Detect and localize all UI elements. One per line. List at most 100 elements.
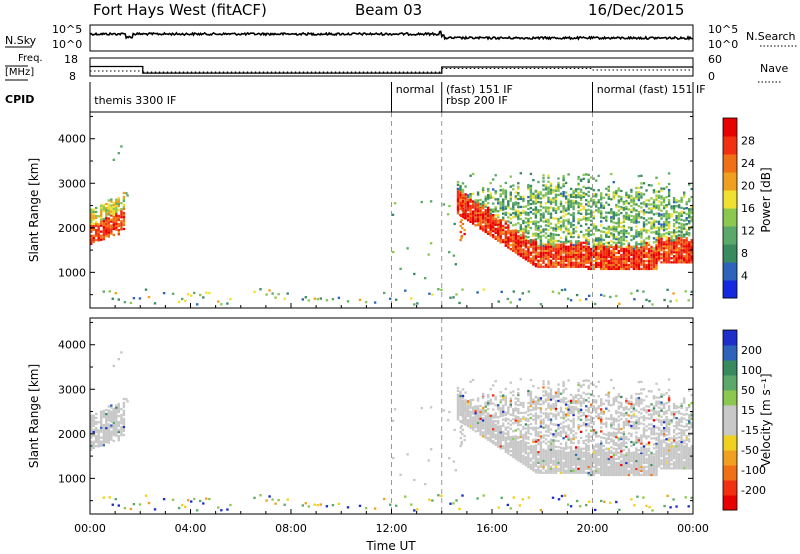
velocity-cell [492, 432, 495, 435]
power-cell [462, 196, 465, 200]
power-cell [100, 214, 103, 217]
nsky-tick-top: 10^5 [52, 23, 82, 36]
power-cell [466, 204, 470, 208]
velocity-cell [577, 418, 580, 421]
power-cell [688, 257, 691, 260]
power-cell [92, 236, 95, 239]
velocity-cell [547, 459, 550, 462]
velocity-cell [637, 471, 641, 475]
power-cell [492, 222, 495, 225]
power-cell [597, 209, 600, 212]
velocity-cell [489, 398, 492, 401]
velocity-cell [579, 404, 583, 407]
power-cell [559, 194, 563, 197]
power-cell [564, 229, 568, 232]
power-cell [534, 255, 538, 258]
velocity-cell [507, 412, 510, 415]
velocity-cell [640, 392, 643, 395]
velocity-cell [655, 455, 658, 459]
power-cell [471, 202, 475, 205]
velocity-cell [481, 408, 485, 412]
velocity-cell [120, 432, 123, 435]
power-cell [549, 222, 553, 225]
power-cell [529, 184, 533, 188]
power-cell [562, 263, 565, 266]
power-cell [484, 210, 487, 214]
power-cell [325, 299, 329, 302]
power-cell [102, 205, 105, 209]
power-cell [615, 230, 618, 233]
power-cell [117, 208, 120, 212]
power-cell [569, 213, 573, 217]
power-cell [572, 265, 575, 268]
velocity-cell [115, 420, 118, 423]
power-cell [612, 241, 615, 244]
power-cell [657, 220, 661, 223]
power-cell [527, 218, 530, 221]
velocity-cell [602, 459, 605, 463]
power-cell [527, 222, 530, 225]
power-cell [582, 255, 585, 258]
power-cell [440, 288, 443, 291]
power-cell [655, 238, 658, 241]
power-cell [652, 225, 656, 228]
velocity-cell [512, 453, 515, 456]
velocity-cell [456, 398, 460, 401]
velocity-cell [529, 447, 533, 450]
velocity-cell [494, 416, 497, 419]
power-cell [655, 236, 658, 239]
power-cell [454, 263, 457, 266]
velocity-cell [497, 437, 500, 440]
velocity-cell [620, 471, 623, 475]
power-cell [100, 212, 103, 215]
colorbar-tick-label: 8 [741, 247, 748, 260]
power-cell [567, 240, 570, 243]
velocity-cell [637, 427, 641, 430]
power-cell [637, 194, 641, 198]
power-cell [657, 230, 661, 233]
velocity-cell [645, 443, 648, 446]
power-cell [650, 267, 653, 271]
velocity-cell [484, 422, 487, 426]
nsearch-tick-bottom: 10^0 [708, 38, 738, 51]
power-cell [316, 298, 319, 301]
velocity-cell [630, 416, 633, 420]
velocity-cell [582, 447, 585, 450]
velocity-cell [557, 433, 560, 437]
velocity-cell [537, 414, 540, 418]
power-cell [569, 187, 573, 190]
velocity-cell [122, 417, 126, 421]
power-cell [534, 265, 538, 268]
velocity-cell [642, 471, 646, 475]
power-cell [688, 261, 691, 264]
velocity-cell [529, 451, 533, 454]
power-cell [615, 206, 618, 209]
power-cell [572, 261, 575, 264]
power-cell [590, 253, 593, 257]
power-cell [630, 228, 633, 232]
power-cell [509, 199, 512, 202]
power-cell [532, 243, 535, 246]
power-cell [442, 203, 446, 206]
colorbar-tick-label: 12 [741, 225, 755, 238]
velocity-cell [590, 473, 593, 477]
velocity-cell [499, 431, 502, 434]
velocity-cell [534, 416, 538, 419]
velocity-cell [115, 410, 118, 413]
velocity-cell [102, 433, 105, 437]
velocity-cell [484, 432, 487, 436]
velocity-cell [117, 424, 120, 428]
power-cell [522, 256, 525, 259]
power-cell [620, 237, 623, 241]
power-cell [590, 255, 593, 259]
velocity-cell [120, 434, 123, 437]
power-cell [667, 259, 671, 262]
velocity-cell [105, 432, 108, 436]
power-cell [605, 201, 608, 204]
velocity-cell [547, 463, 550, 466]
velocity-cell [487, 436, 490, 439]
power-cell [532, 179, 535, 182]
velocity-cell [655, 446, 658, 449]
power-cell [466, 198, 470, 202]
power-cell [630, 208, 633, 212]
